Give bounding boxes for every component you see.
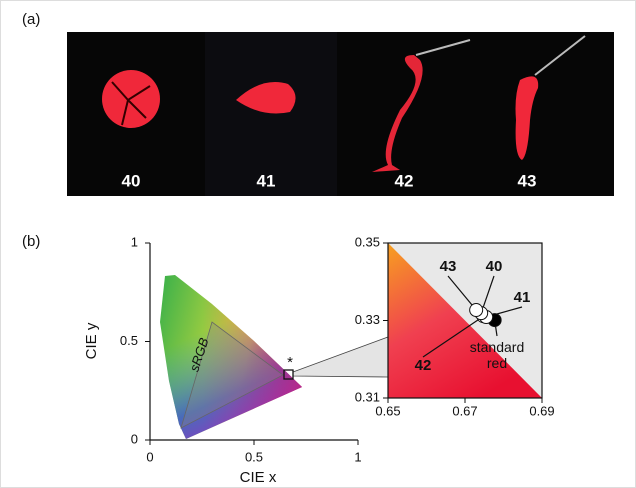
figure-canvas: (a) (b) 4041424300.5100.51CIE xCIE ysRGB… bbox=[0, 0, 636, 488]
data-point bbox=[470, 304, 483, 317]
x-axis-label: CIE x bbox=[240, 469, 277, 486]
y-tick-label: 0 bbox=[131, 431, 138, 446]
annotation: * bbox=[287, 354, 293, 371]
point-label: 41 bbox=[514, 289, 531, 306]
x-tick-label: 1 bbox=[354, 449, 361, 464]
y-tick-label: 0.35 bbox=[355, 234, 380, 249]
photo-label: 40 bbox=[122, 171, 141, 190]
figure: (a) (b) 4041424300.5100.51CIE xCIE ysRGB… bbox=[0, 0, 636, 488]
photo-label: 43 bbox=[518, 171, 537, 190]
photo-label: 41 bbox=[257, 171, 276, 190]
point-label: 40 bbox=[486, 258, 503, 275]
y-tick-label: 0.33 bbox=[355, 312, 380, 327]
x-tick-label: 0 bbox=[146, 449, 153, 464]
x-tick-label: 0.5 bbox=[245, 449, 263, 464]
point-label: 42 bbox=[415, 357, 432, 374]
point-label: 43 bbox=[440, 258, 457, 275]
zoom-connector bbox=[293, 337, 388, 377]
panel-label: (b) bbox=[22, 233, 40, 250]
panel-label: (a) bbox=[22, 11, 40, 28]
photo-label: 42 bbox=[395, 171, 414, 190]
y-tick-label: 0.31 bbox=[355, 389, 380, 404]
point-label: standard red bbox=[462, 339, 532, 371]
x-tick-label: 0.67 bbox=[452, 403, 477, 418]
y-tick-label: 0.5 bbox=[120, 333, 138, 348]
y-tick-label: 1 bbox=[131, 234, 138, 249]
y-axis-label: CIE y bbox=[83, 322, 100, 359]
x-tick-label: 0.69 bbox=[529, 403, 554, 418]
x-tick-label: 0.65 bbox=[375, 403, 400, 418]
